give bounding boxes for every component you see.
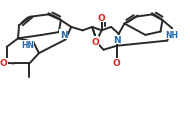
Text: HN: HN [21, 41, 34, 50]
Text: O: O [0, 59, 8, 68]
Text: N: N [60, 31, 67, 39]
Text: O: O [113, 59, 121, 68]
Text: NH: NH [165, 31, 178, 39]
Text: N: N [113, 36, 121, 45]
Text: O: O [91, 37, 99, 46]
Text: O: O [98, 14, 105, 22]
